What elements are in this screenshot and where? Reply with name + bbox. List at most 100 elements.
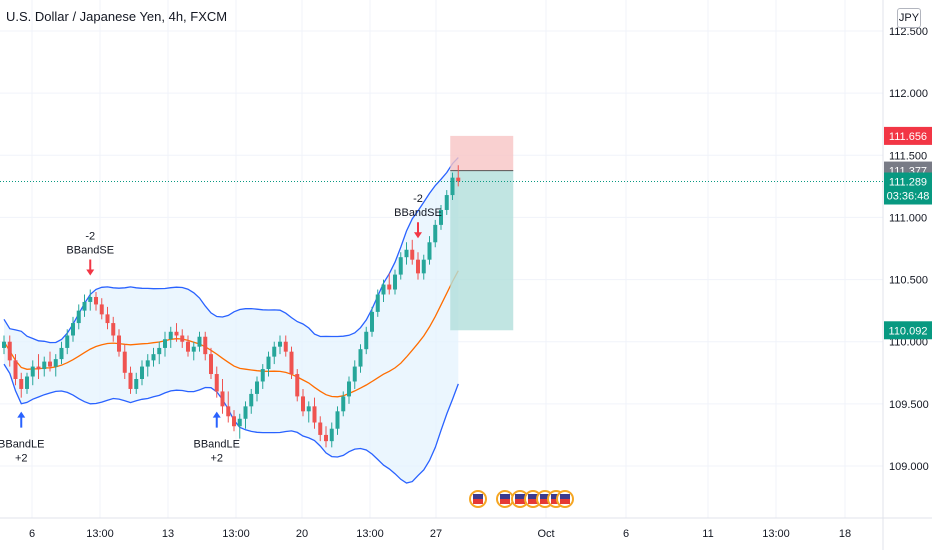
candle xyxy=(2,335,6,355)
candle xyxy=(249,388,254,414)
candle-body xyxy=(203,336,208,355)
candle-body xyxy=(255,381,259,394)
candle-body xyxy=(439,209,443,225)
candle-body xyxy=(134,379,139,389)
candle xyxy=(295,369,300,402)
candle xyxy=(283,335,288,357)
candle-body xyxy=(341,396,346,412)
candle-body xyxy=(226,406,231,417)
candle-body xyxy=(174,331,179,336)
candle xyxy=(370,306,374,337)
x-tick-label: 13 xyxy=(162,528,174,540)
candle xyxy=(232,410,236,432)
candle xyxy=(140,360,144,386)
candle xyxy=(53,354,58,377)
flag-stripe xyxy=(560,499,570,504)
flag-canton xyxy=(528,494,538,499)
long-arrow-icon xyxy=(212,411,221,428)
candle xyxy=(278,335,282,355)
candle xyxy=(255,376,259,402)
candle-body xyxy=(42,361,47,370)
candle xyxy=(421,254,426,280)
candle xyxy=(398,252,403,280)
signal-marker: BBandSE -2 xyxy=(66,231,114,276)
candle-body xyxy=(30,366,35,377)
candle xyxy=(174,323,179,342)
candle xyxy=(416,252,420,280)
candle xyxy=(186,335,190,357)
short-arrow-icon xyxy=(86,259,95,276)
candle xyxy=(151,347,156,367)
candle-body xyxy=(145,360,150,367)
candle-body xyxy=(393,274,397,290)
flag-stripe xyxy=(540,499,550,504)
candle xyxy=(450,172,455,201)
x-tick-label: 20 xyxy=(296,528,308,540)
candle-body xyxy=(76,310,81,324)
candle-body xyxy=(324,434,328,442)
signal-label: BBandSE xyxy=(66,245,114,257)
price-tag-text: 111.289 xyxy=(889,177,927,189)
candle xyxy=(439,205,443,230)
candle xyxy=(36,354,41,379)
x-tick-label: Oct xyxy=(537,528,554,540)
candle xyxy=(134,372,139,394)
candle xyxy=(358,344,363,373)
candle-body xyxy=(88,296,93,302)
event-flag-icon xyxy=(496,490,514,508)
candle xyxy=(122,344,127,379)
candle-body xyxy=(416,259,420,274)
candle-body xyxy=(7,341,12,361)
candle-body xyxy=(329,428,334,442)
candle xyxy=(111,316,116,342)
candle-body xyxy=(450,177,455,196)
x-tick-label: 13:00 xyxy=(222,528,250,540)
price-tag-bg xyxy=(884,172,932,205)
candle-body xyxy=(301,396,305,412)
candle-body xyxy=(404,249,409,258)
candle xyxy=(13,354,18,386)
price-tag-text: 110.092 xyxy=(889,325,928,337)
candle-body xyxy=(82,301,87,311)
candle-body xyxy=(13,360,18,379)
candle xyxy=(30,360,35,386)
candle-body xyxy=(381,284,386,295)
flag-canton xyxy=(500,494,510,499)
candle xyxy=(306,401,311,423)
candle xyxy=(387,273,392,295)
candle xyxy=(335,406,340,435)
candle-body xyxy=(266,356,271,370)
price-tag-bg xyxy=(884,126,932,145)
candle-body xyxy=(272,346,277,357)
candle-body xyxy=(59,347,64,360)
x-tick-label: 13:00 xyxy=(86,528,114,540)
x-tick-label: 13:00 xyxy=(762,528,790,540)
candle xyxy=(42,356,47,377)
candle xyxy=(352,360,357,389)
candle xyxy=(59,341,64,365)
y-tick-label: 112.000 xyxy=(889,88,928,100)
flag-stripe xyxy=(500,499,510,504)
candle-body xyxy=(168,331,173,340)
basis-line xyxy=(3,270,459,398)
candle-body xyxy=(232,416,236,427)
candle-body xyxy=(283,341,288,352)
candle-body xyxy=(358,349,363,367)
x-tick-label: 6 xyxy=(623,528,629,540)
y-tick-label: 112.500 xyxy=(889,26,928,38)
candle xyxy=(237,413,242,439)
y-tick-label: 109.500 xyxy=(889,399,929,411)
candle xyxy=(381,279,386,302)
candle xyxy=(243,401,248,429)
target-price-tag: 110.092 xyxy=(884,321,932,340)
candle xyxy=(88,289,93,311)
candle-body xyxy=(128,372,133,389)
candle-body xyxy=(375,294,380,312)
candle-body xyxy=(111,323,116,336)
currency-label[interactable]: JPY xyxy=(897,8,921,28)
candle xyxy=(226,391,231,423)
candle xyxy=(145,354,150,377)
candle xyxy=(427,236,432,265)
